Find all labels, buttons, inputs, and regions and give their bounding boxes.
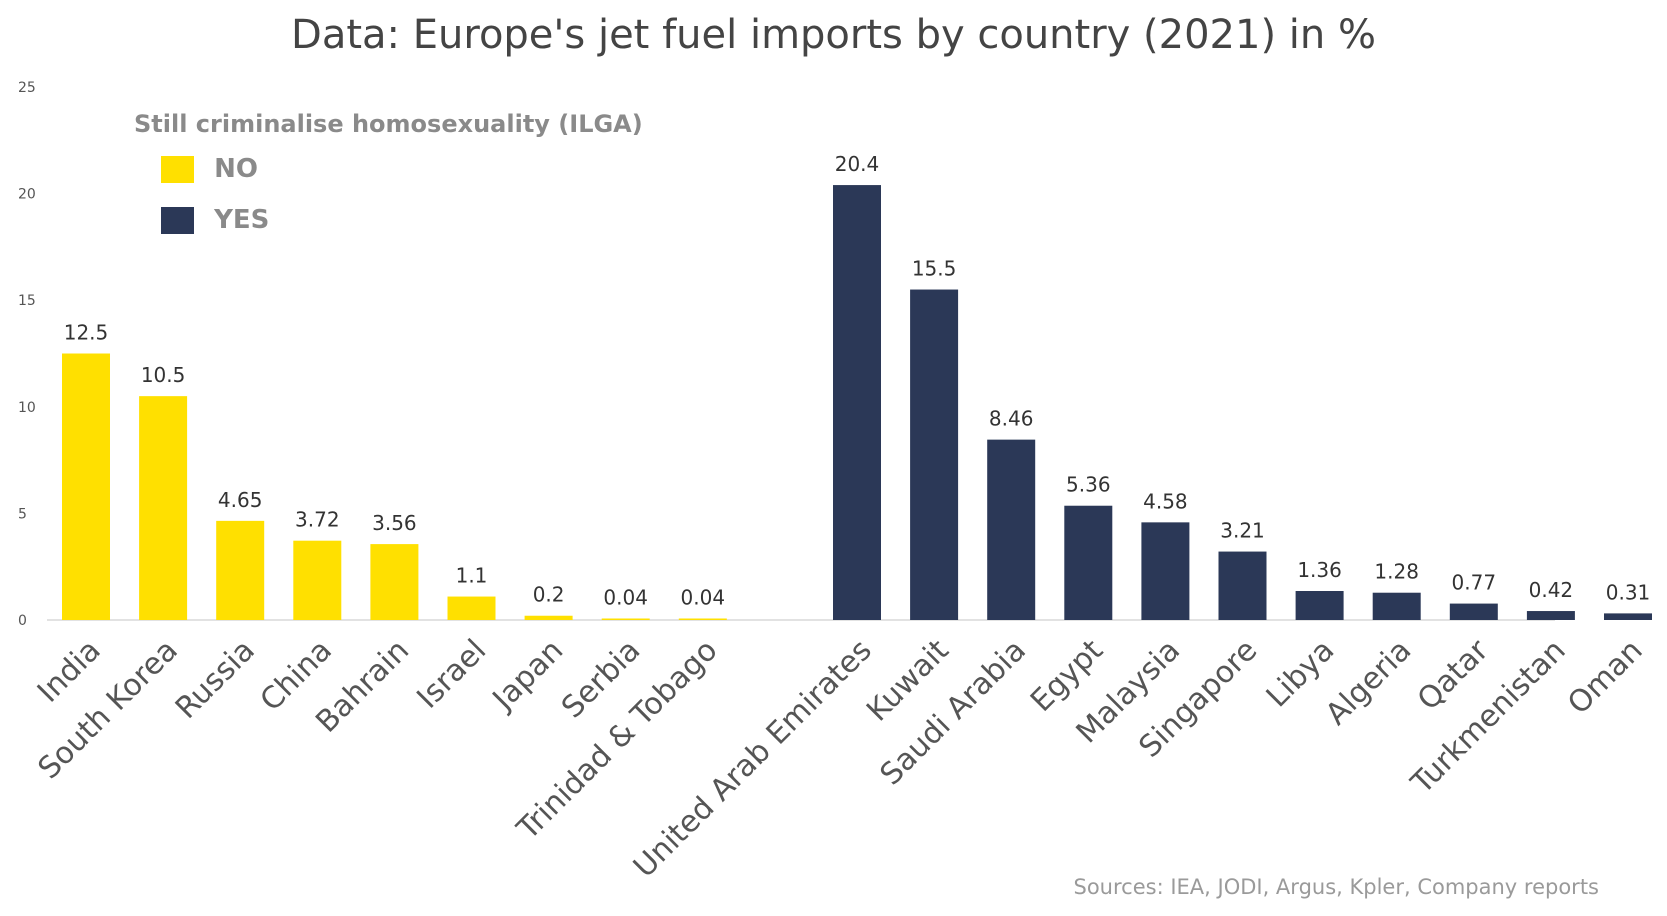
data-label: 15.5 (912, 257, 957, 281)
category-label: Israel (410, 633, 493, 716)
bar (1141, 522, 1190, 620)
legend: Still criminalise homosexuality (ILGA) (134, 110, 643, 138)
data-label: 12.5 (64, 321, 109, 345)
bars (62, 185, 1652, 620)
bar (833, 185, 881, 620)
data-label: 8.46 (989, 407, 1034, 431)
bar (601, 618, 650, 620)
bar (62, 353, 110, 620)
bar (216, 520, 265, 620)
data-label: 20.4 (835, 152, 880, 176)
bar (1526, 611, 1575, 620)
y-tick-label: 15 (18, 293, 36, 309)
bar (1372, 592, 1421, 620)
data-label: 1.28 (1374, 560, 1419, 584)
category-label: Oman (1561, 633, 1650, 722)
bar (987, 439, 1036, 620)
bar (524, 615, 573, 620)
legend-label-no: NO (214, 154, 258, 184)
data-label: 5.36 (1066, 473, 1111, 497)
category-label: Japan (485, 633, 570, 718)
data-label: 3.56 (372, 511, 417, 535)
y-tick-label: 25 (18, 80, 36, 96)
bar (139, 396, 188, 620)
category-label: Algeria (1319, 633, 1418, 732)
bar (1064, 505, 1113, 620)
bar (293, 540, 342, 620)
data-label: 1.36 (1297, 558, 1342, 582)
data-label: 10.5 (141, 363, 186, 387)
data-label: 0.77 (1452, 571, 1497, 595)
y-tick-label: 5 (18, 506, 27, 522)
category-label: Russia (169, 633, 262, 726)
y-tick-label: 0 (18, 613, 27, 629)
source-note: Sources: IEA, JODI, Argus, Kpler, Compan… (1073, 875, 1600, 899)
data-label: 0.2 (533, 583, 565, 607)
value-labels: 12.5 10.5 4.65 3.72 3.56 1.1 0.2 0.04 0.04 20.4 15… (64, 152, 1651, 609)
legend-item-no: NO (161, 154, 258, 184)
y-tick-label: 20 (18, 187, 36, 203)
bar (1604, 613, 1652, 620)
bar (1449, 603, 1498, 620)
data-label: 1.1 (456, 564, 488, 588)
bar (678, 618, 727, 620)
y-tick-label: 10 (18, 400, 36, 416)
data-label: 0.04 (603, 586, 648, 610)
legend-title: Still criminalise homosexuality (ILGA) (134, 110, 643, 138)
bar (447, 596, 496, 620)
y-axis-ticks: 0 5 10 15 20 25 (18, 80, 36, 629)
legend-label-yes: YES (214, 205, 270, 235)
data-label: 0.31 (1606, 580, 1651, 604)
data-label: 0.42 (1529, 578, 1574, 602)
chart-title: Data: Europe's jet fuel imports by count… (291, 12, 1376, 58)
bar (1295, 591, 1344, 620)
bar (910, 289, 959, 620)
bar (370, 544, 419, 620)
data-label: 4.65 (218, 488, 263, 512)
data-label: 3.72 (295, 508, 340, 532)
data-label: 0.04 (681, 586, 726, 610)
legend-swatch-no (161, 155, 194, 183)
bar (1218, 551, 1267, 620)
legend-item-yes: YES (161, 205, 269, 235)
legend-swatch-yes (161, 206, 194, 234)
data-label: 4.58 (1143, 489, 1188, 513)
data-label: 3.21 (1220, 519, 1265, 543)
